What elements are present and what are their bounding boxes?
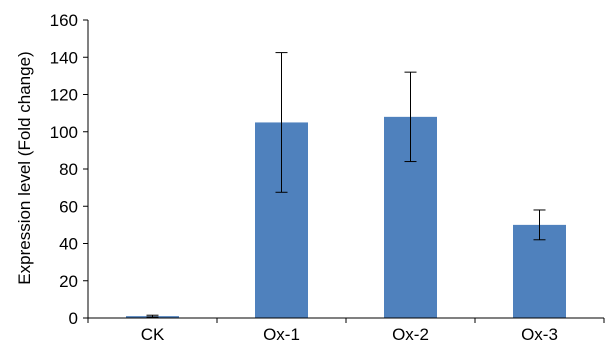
y-tick-label: 40 xyxy=(59,235,78,254)
x-ticks: CK Ox-1 Ox-2 Ox-3 xyxy=(87,318,605,342)
y-tick-label: 60 xyxy=(59,197,78,216)
error-bar-ox-2 xyxy=(404,71,417,163)
x-tick-label: Ox-3 xyxy=(521,325,558,342)
x-tick-label: Ox-2 xyxy=(392,325,429,342)
y-axis-title: Expression level (Fold change) xyxy=(15,51,34,284)
error-bar-ck xyxy=(146,314,159,318)
y-tick-label: 120 xyxy=(50,86,78,105)
y-tick-label: 160 xyxy=(50,11,78,30)
y-tick-label: 20 xyxy=(59,272,78,291)
y-tick-label: 80 xyxy=(59,160,78,179)
y-ticks: 0 20 40 60 80 100 120 140 160 xyxy=(50,11,88,328)
bars xyxy=(126,116,566,318)
error-bars xyxy=(146,52,546,318)
y-tick-label: 100 xyxy=(50,123,78,142)
y-tick-label: 140 xyxy=(50,48,78,67)
error-bar-ox-1 xyxy=(275,52,288,193)
y-tick-label: 0 xyxy=(69,309,78,328)
x-tick-label: Ox-1 xyxy=(263,325,300,342)
x-tick-label: CK xyxy=(141,325,165,342)
bar-ox-3 xyxy=(513,224,566,318)
error-bar-ox-3 xyxy=(533,209,546,241)
